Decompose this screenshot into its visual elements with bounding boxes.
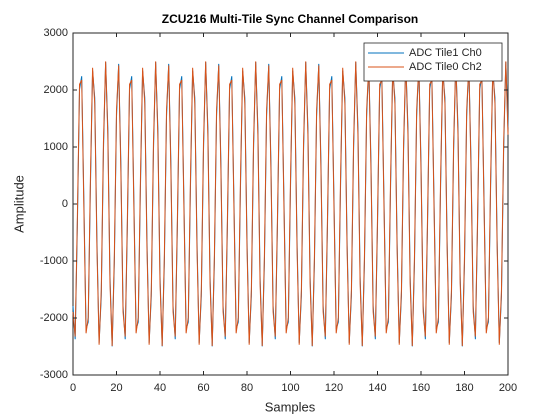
series-line: [72, 61, 509, 347]
legend-label: ADC Tile1 Ch0: [409, 47, 482, 59]
x-tick-label: 80: [241, 382, 253, 394]
legend-label: ADC Tile0 Ch2: [409, 61, 482, 73]
chart-title: ZCU216 Multi-Tile Sync Channel Compariso…: [162, 12, 419, 26]
y-tick-label: -3000: [40, 369, 68, 381]
lines: [72, 61, 509, 347]
y-tick-label: 1000: [44, 141, 68, 153]
x-tick-label: 160: [412, 382, 430, 394]
y-tick-label: 0: [62, 198, 68, 210]
x-tick-label: 120: [325, 382, 343, 394]
y-axis-label: Amplitude: [11, 175, 26, 233]
x-axis-label: Samples: [265, 399, 316, 414]
y-tick-label: 2000: [44, 84, 68, 96]
x-tick-label: 20: [110, 382, 122, 394]
x-tick-label: 60: [197, 382, 209, 394]
x-tick-label: 180: [455, 382, 473, 394]
legend-box: [363, 42, 503, 82]
y-tick-label: -1000: [40, 255, 68, 267]
legend: ADC Tile1 Ch0 ADC Tile0 Ch2: [363, 42, 503, 82]
x-tick-label: 40: [154, 382, 166, 394]
x-tick-label: 0: [70, 382, 76, 394]
x-tick-label: 140: [368, 382, 386, 394]
y-tick-label: -2000: [40, 312, 68, 324]
x-tick-label: 200: [499, 382, 517, 394]
y-tick-label: 3000: [44, 27, 68, 39]
x-tick-label: 100: [281, 382, 299, 394]
